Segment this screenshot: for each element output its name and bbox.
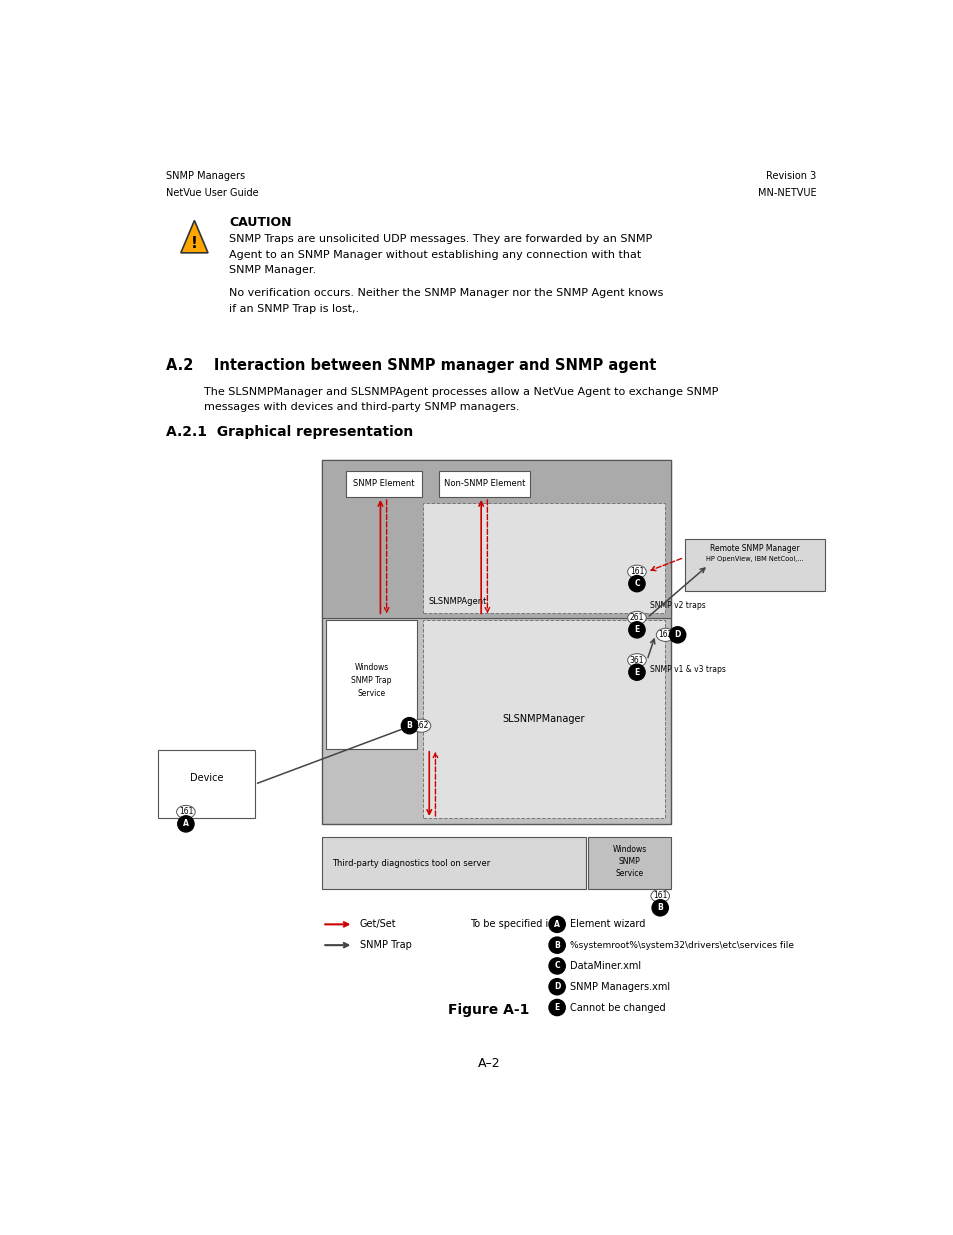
Text: SNMP: SNMP — [618, 857, 639, 866]
Ellipse shape — [656, 629, 674, 641]
Circle shape — [652, 900, 668, 916]
Polygon shape — [181, 221, 208, 253]
Text: 261: 261 — [629, 614, 643, 622]
Text: SNMP Managers.xml: SNMP Managers.xml — [570, 982, 670, 992]
FancyBboxPatch shape — [422, 503, 664, 614]
Text: E: E — [634, 668, 639, 677]
Text: Third-party diagnostics tool on server: Third-party diagnostics tool on server — [332, 858, 489, 868]
Text: !: ! — [191, 236, 197, 251]
Text: Service: Service — [357, 689, 385, 698]
Text: 162: 162 — [414, 721, 428, 730]
FancyBboxPatch shape — [422, 620, 664, 818]
FancyBboxPatch shape — [158, 751, 254, 818]
Circle shape — [548, 958, 565, 974]
Circle shape — [628, 621, 644, 638]
Text: HP OpenView, IBM NetCool,...: HP OpenView, IBM NetCool,... — [705, 556, 802, 562]
Ellipse shape — [412, 719, 431, 732]
Text: SNMP Manager.: SNMP Manager. — [229, 266, 316, 275]
Text: 161: 161 — [652, 892, 667, 900]
Text: 361: 361 — [629, 656, 643, 664]
Text: Service: Service — [615, 869, 643, 878]
Text: No verification occurs. Neither the SNMP Manager nor the SNMP Agent knows: No verification occurs. Neither the SNMP… — [229, 288, 663, 299]
Text: SNMP Element: SNMP Element — [353, 479, 414, 488]
Text: NetVue User Guide: NetVue User Guide — [166, 188, 258, 199]
Text: A: A — [183, 819, 189, 829]
Circle shape — [548, 999, 565, 1015]
Circle shape — [548, 937, 565, 953]
Circle shape — [628, 576, 644, 592]
Circle shape — [401, 718, 417, 734]
Text: A: A — [554, 920, 559, 929]
Circle shape — [177, 816, 193, 832]
Ellipse shape — [627, 611, 645, 625]
Text: B: B — [406, 721, 412, 730]
Text: E: E — [634, 625, 639, 635]
Text: Revision 3: Revision 3 — [765, 172, 816, 182]
Circle shape — [669, 626, 685, 643]
Text: SNMP Trap: SNMP Trap — [359, 940, 411, 950]
FancyBboxPatch shape — [322, 461, 670, 824]
Text: Remote SNMP Manager: Remote SNMP Manager — [709, 543, 799, 553]
Text: C: C — [634, 579, 639, 588]
Text: B: B — [554, 941, 559, 950]
Text: CAUTION: CAUTION — [229, 216, 292, 228]
FancyBboxPatch shape — [684, 540, 823, 592]
Text: SNMP v1 & v3 traps: SNMP v1 & v3 traps — [649, 664, 725, 674]
Text: %systemroot%\system32\drivers\etc\services file: %systemroot%\system32\drivers\etc\servic… — [570, 941, 794, 950]
FancyBboxPatch shape — [322, 837, 585, 889]
Text: E: E — [554, 1003, 559, 1011]
Text: MN-NETVUE: MN-NETVUE — [758, 188, 816, 199]
Text: if an SNMP Trap is lost,.: if an SNMP Trap is lost,. — [229, 304, 359, 314]
Text: messages with devices and third-party SNMP managers.: messages with devices and third-party SN… — [204, 403, 519, 412]
Ellipse shape — [627, 566, 645, 578]
FancyBboxPatch shape — [322, 461, 670, 618]
Text: Windows: Windows — [612, 845, 646, 853]
FancyBboxPatch shape — [587, 837, 670, 889]
Text: Element wizard: Element wizard — [570, 919, 645, 930]
Text: Get/Set: Get/Set — [359, 919, 395, 930]
Ellipse shape — [650, 889, 669, 903]
Circle shape — [628, 664, 644, 680]
Text: SLSNMPAgent: SLSNMPAgent — [428, 597, 486, 605]
Text: D: D — [674, 630, 680, 640]
Text: SNMP v2 traps: SNMP v2 traps — [649, 601, 705, 610]
Text: Agent to an SNMP Manager without establishing any connection with that: Agent to an SNMP Manager without establi… — [229, 249, 640, 259]
Text: 161: 161 — [629, 567, 643, 577]
Ellipse shape — [176, 805, 195, 819]
Text: To be specified in:: To be specified in: — [469, 919, 557, 930]
Text: A.2    Interaction between SNMP manager and SNMP agent: A.2 Interaction between SNMP manager and… — [166, 358, 656, 373]
Text: D: D — [554, 982, 559, 992]
FancyBboxPatch shape — [326, 620, 416, 748]
Circle shape — [548, 916, 565, 932]
FancyBboxPatch shape — [438, 471, 530, 496]
Circle shape — [548, 978, 565, 995]
Text: A–2: A–2 — [477, 1057, 499, 1070]
Text: 162: 162 — [658, 630, 672, 640]
Text: Figure A-1: Figure A-1 — [448, 1003, 529, 1016]
Text: SNMP Traps are unsolicited UDP messages. They are forwarded by an SNMP: SNMP Traps are unsolicited UDP messages.… — [229, 235, 652, 245]
Ellipse shape — [627, 653, 645, 667]
FancyBboxPatch shape — [345, 471, 421, 496]
Text: DataMiner.xml: DataMiner.xml — [570, 961, 640, 971]
Text: Cannot be changed: Cannot be changed — [570, 1003, 665, 1013]
Text: SNMP Trap: SNMP Trap — [351, 676, 392, 685]
Text: The SLSNMPManager and SLSNMPAgent processes allow a NetVue Agent to exchange SNM: The SLSNMPManager and SLSNMPAgent proces… — [204, 387, 719, 396]
Text: C: C — [554, 961, 559, 971]
Text: SNMP Managers: SNMP Managers — [166, 172, 245, 182]
Text: Device: Device — [190, 773, 223, 783]
Text: SLSNMPManager: SLSNMPManager — [502, 714, 584, 724]
Text: 161: 161 — [178, 808, 193, 816]
Text: A.2.1  Graphical representation: A.2.1 Graphical representation — [166, 425, 413, 440]
Text: B: B — [657, 903, 662, 913]
Text: Non-SNMP Element: Non-SNMP Element — [443, 479, 524, 488]
Text: Windows: Windows — [354, 663, 388, 672]
